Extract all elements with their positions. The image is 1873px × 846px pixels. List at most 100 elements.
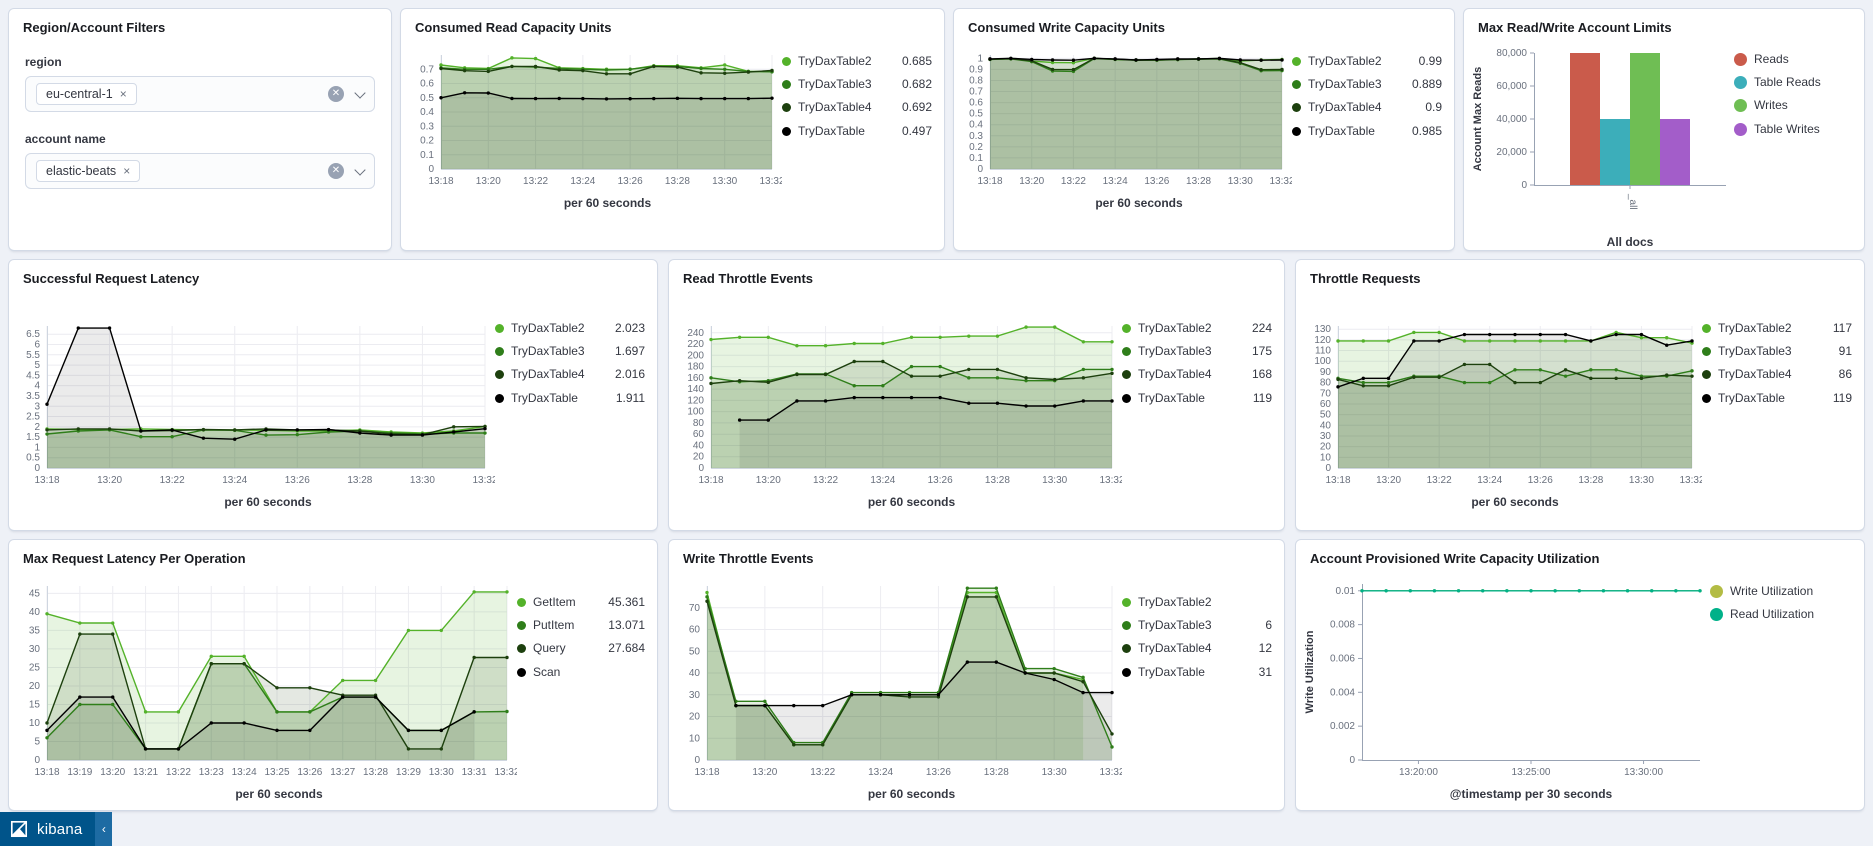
legend-item[interactable]: Writes [1734, 99, 1852, 113]
legend-label: TryDaxTable2 [511, 321, 585, 335]
region-filter-field: region eu-central-1 × ✕ [9, 55, 391, 112]
legend-item[interactable]: Reads [1734, 52, 1852, 67]
legend-item[interactable]: TryDaxTable2 224 [1122, 321, 1272, 335]
series-color-dot [1702, 347, 1711, 357]
legend-item[interactable]: PutItem 13.071 [517, 618, 645, 632]
legend-item[interactable]: TryDaxTable 119 [1122, 391, 1272, 405]
write-capacity-utilization-chart[interactable]: 0 0.002 0.004 0.006 0.008 0.01 13:20:00 13:25:0… [1302, 570, 1710, 787]
svg-text:180: 180 [687, 362, 704, 373]
write-throttle-events-chart[interactable]: 0 10 20 30 40 50 60 70 13:18 13:20 13:22 13:24 13:26… [675, 570, 1125, 787]
svg-text:40: 40 [689, 668, 701, 679]
svg-text:13:28: 13:28 [1578, 475, 1603, 486]
successful-request-latency-chart[interactable]: 0 0.5 1 1.5 2 2.5 3 3.5 4 4.5 5 5.5 6 6.5 13:18 13:20 13… [15, 290, 498, 495]
region-combobox[interactable]: eu-central-1 × ✕ [25, 76, 375, 112]
legend-item[interactable]: Table Reads [1734, 75, 1852, 90]
series-color-dot [1710, 608, 1723, 622]
collapse-toolbar-button[interactable]: ‹ [95, 812, 113, 846]
svg-text:3: 3 [34, 401, 40, 412]
chevron-down-icon[interactable] [354, 86, 366, 99]
legend-item[interactable]: TryDaxTable2 [1122, 595, 1272, 609]
legend-item[interactable]: TryDaxTable3 6 [1122, 618, 1272, 632]
read-throttle-events-chart[interactable]: 0 20 40 60 80 100 120 140 160 180 200 220 240 13:18 13… [675, 290, 1125, 495]
legend-item[interactable]: TryDaxTable4 2.016 [495, 368, 645, 381]
svg-text:0: 0 [1325, 463, 1331, 474]
legend-item[interactable]: TryDaxTable4 168 [1122, 368, 1272, 381]
kibana-home-button[interactable]: kibana [0, 812, 96, 846]
svg-text:13:22: 13:22 [166, 767, 191, 778]
series-color-dot [1292, 126, 1301, 136]
chevron-down-icon[interactable] [354, 163, 366, 176]
legend-item[interactable]: TryDaxTable2 0.685 [782, 54, 932, 68]
legend-item[interactable]: TryDaxTable4 86 [1702, 368, 1852, 381]
legend-item[interactable]: TryDaxTable4 0.692 [782, 101, 932, 114]
legend-label: Reads [1754, 52, 1789, 66]
svg-text:20: 20 [1320, 442, 1332, 453]
svg-text:110: 110 [1315, 346, 1331, 357]
svg-text:5.5: 5.5 [26, 350, 40, 361]
legend-item[interactable]: Read Utilization [1710, 607, 1852, 622]
svg-text:13:23: 13:23 [199, 767, 224, 778]
svg-text:13:28: 13:28 [1186, 176, 1211, 187]
legend-item[interactable]: TryDaxTable3 1.697 [495, 344, 645, 358]
selected-account-pill[interactable]: elastic-beats × [36, 160, 141, 182]
svg-text:0.4: 0.4 [420, 107, 434, 118]
svg-text:13:18: 13:18 [34, 767, 59, 778]
consumed-write-capacity-units-chart[interactable]: 0 0.1 0.2 0.3 0.4 0.5 0.6 0.7 0.8 0.9 1 13:18 13:20 1… [960, 39, 1295, 196]
svg-text:60,000: 60,000 [1496, 81, 1527, 92]
legend-item[interactable]: TryDaxTable3 0.682 [782, 77, 932, 91]
svg-text:0.9: 0.9 [969, 64, 983, 75]
clear-account-button[interactable]: ✕ [328, 163, 344, 179]
legend-item[interactable]: TryDaxTable 1.911 [495, 391, 645, 405]
svg-text:0: 0 [34, 755, 40, 766]
legend-item[interactable]: TryDaxTable4 12 [1122, 642, 1272, 655]
legend-item[interactable]: TryDaxTable3 91 [1702, 344, 1852, 359]
legend-item[interactable]: TryDaxTable2 117 [1702, 321, 1852, 335]
legend-label: TryDaxTable [1138, 664, 1205, 679]
chart-legend: Reads Table Reads Writes Table Writes [1734, 39, 1852, 256]
legend-item[interactable]: Write Utilization [1710, 584, 1852, 599]
legend-item[interactable]: Scan [517, 665, 645, 679]
legend-item[interactable]: TryDaxTable 0.497 [782, 124, 932, 138]
legend-item[interactable]: TryDaxTable4 0.9 [1292, 101, 1442, 114]
throttle-requests-chart[interactable]: 0 10 20 30 40 50 60 70 80 90 100 110 120 130 13:18 13:2… [1302, 290, 1705, 495]
svg-text:100: 100 [687, 407, 704, 418]
legend-value: 0.692 [901, 100, 932, 115]
legend-item[interactable]: TryDaxTable3 175 [1122, 344, 1272, 358]
remove-account-icon[interactable]: × [123, 164, 131, 178]
selected-account-value: elastic-beats [46, 164, 117, 178]
legend-item[interactable]: TryDaxTable 0.985 [1292, 124, 1442, 138]
legend-label: Read Utilization [1730, 607, 1815, 622]
x-axis-label: @timestamp per 30 seconds [1449, 787, 1613, 801]
panel-title: Throttle Requests [1310, 271, 1421, 286]
svg-text:13:20: 13:20 [752, 767, 777, 778]
legend-item[interactable]: TryDaxTable 119 [1702, 391, 1852, 405]
svg-text:13:28: 13:28 [363, 767, 388, 778]
legend-item[interactable]: TryDaxTable 31 [1122, 664, 1272, 679]
consumed-read-capacity-units-chart[interactable]: 0 0.1 0.2 0.3 0.4 0.5 0.6 0.7 13:18 13:20 13:22 13:… [407, 39, 785, 196]
legend-item[interactable]: Query 27.684 [517, 642, 645, 655]
remove-region-icon[interactable]: × [119, 87, 127, 101]
series-color-dot [1734, 76, 1747, 90]
svg-text:240: 240 [687, 328, 704, 339]
account-name-filter-field: account name elastic-beats × ✕ [9, 132, 391, 189]
legend-item[interactable]: TryDaxTable2 0.99 [1292, 54, 1442, 68]
svg-text:13:25: 13:25 [264, 767, 289, 778]
legend-item[interactable]: GetItem 45.361 [517, 595, 645, 609]
max-read-write-account-limits-chart[interactable]: 0 20,000 40,000 60,000 80,000 _all All docs Acc… [1470, 39, 1734, 256]
selected-region-pill[interactable]: eu-central-1 × [36, 83, 137, 105]
legend-item[interactable]: Table Writes [1734, 122, 1852, 136]
legend-label: TryDaxTable3 [1308, 77, 1382, 92]
series-color-dot [1122, 621, 1131, 631]
max-request-latency-per-operation-chart[interactable]: 0 5 10 15 20 25 30 35 40 45 13:18 13:19 13:20 13:21 13… [15, 570, 520, 787]
svg-text:3.5: 3.5 [26, 391, 40, 402]
svg-text:100: 100 [1314, 356, 1331, 367]
chart-legend: TryDaxTable2 2.023 TryDaxTable3 1.697 TryDax… [495, 290, 645, 509]
clear-region-button[interactable]: ✕ [328, 86, 344, 102]
legend-label: TryDaxTable3 [1718, 344, 1792, 359]
legend-item[interactable]: TryDaxTable3 0.889 [1292, 77, 1442, 92]
svg-text:13:32: 13:32 [1679, 475, 1702, 486]
legend-value: 27.684 [608, 641, 645, 656]
account-name-combobox[interactable]: elastic-beats × ✕ [25, 153, 375, 189]
legend-item[interactable]: TryDaxTable2 2.023 [495, 321, 645, 335]
svg-text:13:20: 13:20 [97, 475, 122, 486]
